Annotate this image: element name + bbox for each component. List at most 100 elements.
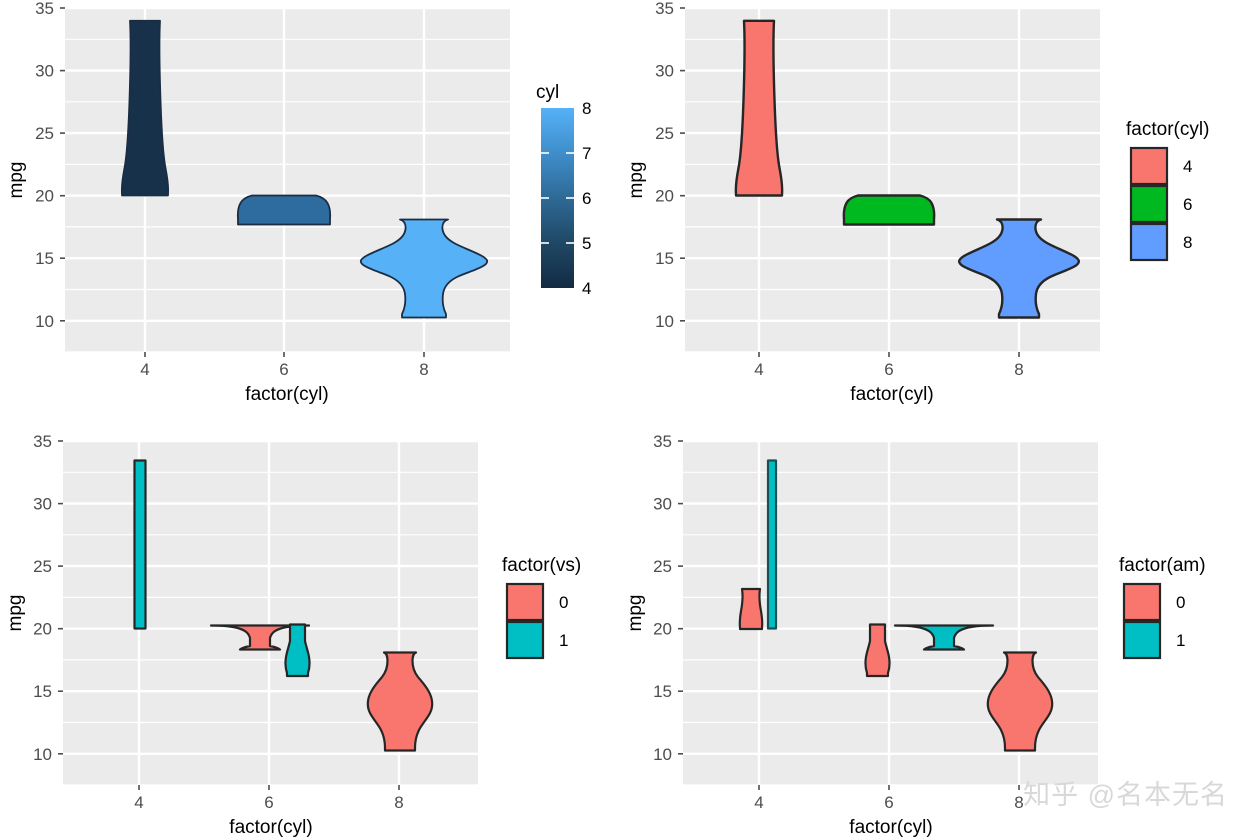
- panel-top-right: 35 30 25 20 15 10 4 6 8 factor(cyl) mpg …: [620, 0, 1240, 419]
- legend-key-am-1[interactable]: 1: [1122, 620, 1185, 660]
- x-tick-label: 6: [884, 360, 893, 379]
- y-tick-label: 10: [655, 312, 674, 331]
- x-tick-marks: [144, 352, 425, 357]
- panel-bottom-left: 35 30 25 20 15 10 4 6 8 factor(cyl) mpg …: [0, 419, 620, 838]
- legend-swatch: [1129, 146, 1169, 186]
- violin-group-cyl-6: [236, 194, 332, 226]
- x-tick-marks: [758, 352, 1020, 357]
- y-tick-label: 30: [653, 495, 672, 514]
- violin-group-cyl8-vs0: [366, 651, 434, 752]
- legend-title: factor(am): [1119, 555, 1206, 576]
- violin-group-cyl-4: [734, 19, 784, 197]
- y-tick-label: 35: [33, 432, 52, 451]
- y-tick-label: 15: [35, 249, 54, 268]
- legend-swatch: [1129, 222, 1169, 262]
- legend-title: cyl: [536, 82, 559, 103]
- x-tick-label: 8: [1014, 360, 1023, 379]
- violin-group-cyl4-am1: [766, 459, 778, 630]
- y-tick-label: 20: [33, 620, 52, 639]
- violin-group-cyl-8: [359, 218, 489, 319]
- y-tick-marks: [680, 7, 685, 322]
- colorbar-tick-label: 8: [582, 99, 591, 118]
- panel-top-left-svg: 35 30 25 20 15 10 4 6 8 factor(cyl) mpg: [0, 0, 620, 419]
- colorbar-tick-label: 6: [582, 189, 591, 208]
- legend-key-4[interactable]: 4: [1129, 146, 1192, 186]
- legend-key-am-0[interactable]: 0: [1122, 582, 1185, 622]
- x-tick-label: 8: [1014, 793, 1023, 812]
- y-tick-label: 35: [655, 0, 674, 18]
- legend-entry-label: 8: [1183, 233, 1192, 252]
- legend-entry-label: 1: [1176, 631, 1185, 650]
- colorbar-tick-label: 5: [582, 234, 591, 253]
- y-tick-label: 25: [655, 124, 674, 143]
- y-tick-label: 20: [35, 187, 54, 206]
- panel-bottom-left-svg: 35 30 25 20 15 10 4 6 8 factor(cyl) mpg …: [0, 419, 620, 838]
- violin-group-cyl6-vs1: [284, 623, 311, 678]
- legend-swatch: [1122, 620, 1162, 660]
- y-tick-label: 25: [35, 124, 54, 143]
- y-tick-label: 10: [35, 312, 54, 331]
- violin-group-cyl6-vs0: [209, 624, 311, 651]
- x-axis-title: factor(cyl): [850, 384, 933, 405]
- violin-group-cyl-6: [842, 194, 936, 226]
- x-tick-label: 4: [140, 360, 149, 379]
- x-tick-label: 6: [884, 793, 893, 812]
- legend-entry-label: 4: [1183, 157, 1192, 176]
- y-tick-label: 30: [33, 495, 52, 514]
- y-axis-title: mpg: [6, 162, 27, 199]
- violin-group-cyl-8: [958, 218, 1080, 319]
- major-gridlines-y: [683, 439, 1098, 755]
- legend-title: factor(vs): [502, 555, 581, 576]
- y-tick-label: 10: [653, 745, 672, 764]
- violin-group-cyl6-am0: [864, 623, 891, 678]
- colorbar-tick-label: 7: [582, 144, 591, 163]
- legend-swatch: [505, 582, 545, 622]
- violin-group-cyl4-vs1: [133, 459, 147, 630]
- y-tick-label: 30: [655, 62, 674, 81]
- colorbar-tick-label: 4: [582, 279, 591, 298]
- legend-swatch: [1122, 582, 1162, 622]
- x-axis-title: factor(cyl): [849, 817, 932, 838]
- y-tick-label: 15: [33, 682, 52, 701]
- x-tick-label: 4: [754, 360, 763, 379]
- violin-group-cyl-4: [120, 19, 170, 197]
- legend-swatch: [505, 620, 545, 660]
- y-tick-marks: [58, 440, 63, 755]
- y-tick-label: 25: [33, 557, 52, 576]
- legend-entry-label: 1: [559, 631, 568, 650]
- panel-bottom-right: 35 30 25 20 15 10 4 6 8 factor(cyl) mpg …: [620, 419, 1240, 838]
- x-axis-title: factor(cyl): [245, 384, 328, 405]
- legend-entry-label: 6: [1183, 195, 1192, 214]
- legend-entry-label: 0: [1176, 593, 1185, 612]
- panel-bottom-right-svg: 35 30 25 20 15 10 4 6 8 factor(cyl) mpg …: [620, 419, 1240, 838]
- x-tick-marks: [758, 785, 1020, 790]
- y-tick-label: 20: [653, 620, 672, 639]
- legend-swatch: [1129, 184, 1169, 224]
- x-tick-label: 6: [279, 360, 288, 379]
- y-tick-label: 20: [655, 187, 674, 206]
- y-tick-label: 35: [653, 432, 672, 451]
- x-tick-label: 6: [264, 793, 273, 812]
- y-tick-label: 10: [33, 745, 52, 764]
- violin-group-cyl6-am1: [893, 624, 995, 651]
- x-tick-label: 4: [754, 793, 763, 812]
- panel-top-left: 35 30 25 20 15 10 4 6 8 factor(cyl) mpg: [0, 0, 620, 419]
- y-tick-marks: [60, 7, 65, 322]
- x-tick-label: 4: [134, 793, 143, 812]
- legend-key-8[interactable]: 8: [1129, 222, 1192, 262]
- legend-key-vs-0[interactable]: 0: [505, 582, 568, 622]
- legend-key-vs-1[interactable]: 1: [505, 620, 568, 660]
- y-tick-label: 15: [653, 682, 672, 701]
- colorbar-ticks: [541, 152, 574, 244]
- violin-group-cyl4-am0: [738, 587, 764, 631]
- x-tick-label: 8: [394, 793, 403, 812]
- x-tick-label: 8: [419, 360, 428, 379]
- legend-key-6[interactable]: 6: [1129, 184, 1192, 224]
- y-tick-label: 30: [35, 62, 54, 81]
- y-tick-marks: [678, 440, 683, 755]
- y-axis-title: mpg: [5, 595, 26, 632]
- y-tick-label: 25: [653, 557, 672, 576]
- y-tick-label: 15: [655, 249, 674, 268]
- panel-top-right-svg: 35 30 25 20 15 10 4 6 8 factor(cyl) mpg …: [620, 0, 1240, 419]
